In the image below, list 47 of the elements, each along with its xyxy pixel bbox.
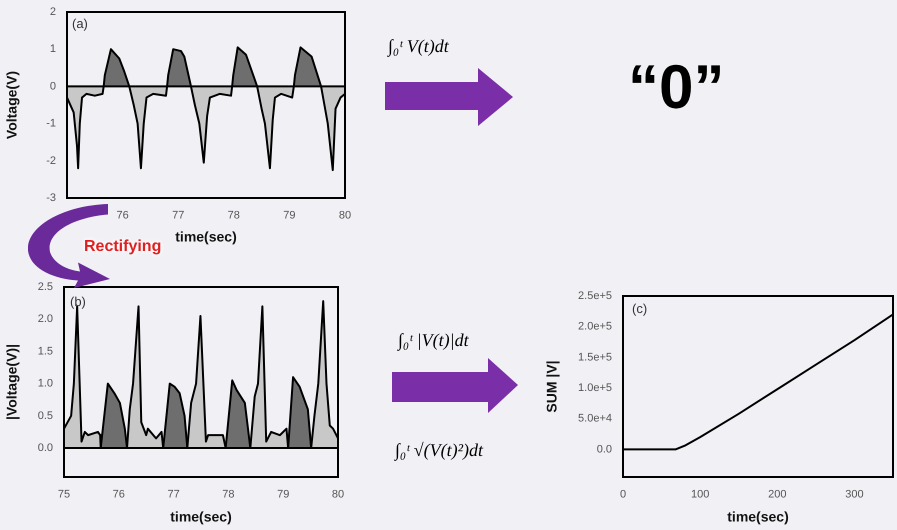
y-tick-label: 0.0 <box>38 442 53 454</box>
text: ∫₀ᵗ √(V(t)²)dt <box>395 440 483 461</box>
y-tick-label: 1.5e+5 <box>578 351 612 364</box>
y-tick-label: 1.0e+5 <box>578 382 612 394</box>
x-tick-label: 77 <box>172 210 184 222</box>
x-tick-label: 300 <box>845 488 864 501</box>
text: Rectifying <box>84 238 162 256</box>
x-tick-label: 76 <box>116 210 129 222</box>
y-tick-label: -3 <box>46 192 56 204</box>
y-axis-title: |Voltage(V)| <box>3 344 20 420</box>
y-tick-label: 0.0 <box>596 443 612 456</box>
x-tick-label: 100 <box>690 488 710 501</box>
x-axis-title: time(sec) <box>727 508 789 524</box>
x-tick-label: 78 <box>222 488 235 501</box>
x-tick-label: 76 <box>112 488 125 501</box>
y-tick-label: 1.0 <box>38 378 53 390</box>
x-axis-title: time(sec) <box>175 228 237 244</box>
text: “0” <box>628 52 724 123</box>
y-tick-label: 2.0e+5 <box>578 320 612 333</box>
y-axis-title: SUM |V| <box>543 360 560 413</box>
x-tick-label: 79 <box>283 210 296 222</box>
x-tick-label: 200 <box>768 488 786 501</box>
annotation: (b) <box>70 294 86 309</box>
x-tick-label: 80 <box>332 488 344 501</box>
x-tick-label: 77 <box>167 488 180 501</box>
y-tick-label: 2.5 <box>38 281 53 294</box>
y-tick-label: 2.5e+5 <box>578 290 612 302</box>
y-tick-label: 1.5 <box>38 345 53 358</box>
y-tick-label: 2.0 <box>38 313 53 326</box>
x-axis-title: time(sec) <box>170 508 232 524</box>
y-axis-title: Voltage(V) <box>3 70 20 140</box>
y-tick-label: 0 <box>50 80 56 92</box>
y-tick-label: -1 <box>46 118 56 130</box>
x-tick-label: 79 <box>277 488 290 501</box>
x-tick-label: 80 <box>338 210 352 222</box>
y-tick-label: -2 <box>46 154 56 167</box>
x-tick-label: 0 <box>620 488 626 501</box>
y-tick-label: 1 <box>50 43 56 56</box>
y-tick-label: 5.0e+4 <box>578 412 612 425</box>
x-tick-label: 75 <box>58 488 70 501</box>
x-tick-label: 78 <box>228 210 240 222</box>
annotation: (a) <box>72 16 88 31</box>
text: ∫₀ᵗ |V(t)|dt <box>398 330 469 351</box>
y-tick-label: 0.5 <box>38 410 53 422</box>
text: ∫₀ᵗ V(t)dt <box>388 36 449 57</box>
annotation: (c) <box>632 301 648 316</box>
y-tick-label: 2 <box>50 6 56 18</box>
